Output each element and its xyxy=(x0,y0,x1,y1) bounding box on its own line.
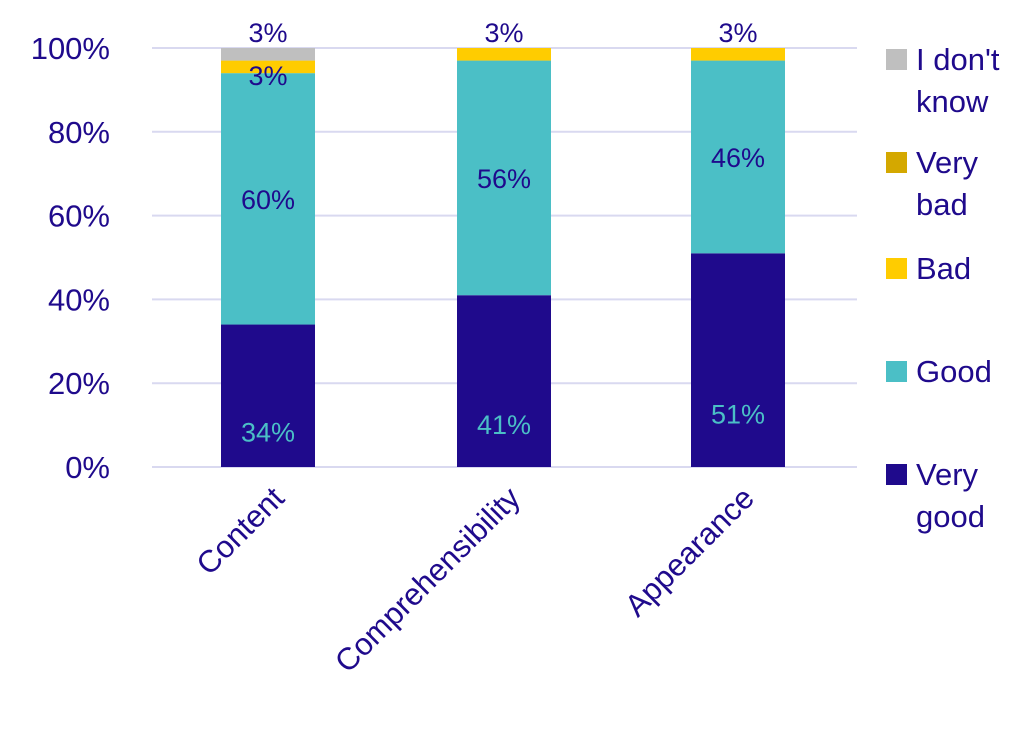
data-label: 3% xyxy=(248,18,287,48)
bar-segment xyxy=(457,48,551,61)
bar-segment xyxy=(221,48,315,61)
bar-segment xyxy=(221,73,315,325)
data-label: 3% xyxy=(718,18,757,48)
legend-label: good xyxy=(916,499,985,534)
bar-segment xyxy=(457,295,551,467)
x-category-label: Content xyxy=(189,480,291,582)
legend-label: I don't xyxy=(916,42,1000,77)
legend-label: Very xyxy=(916,145,979,180)
legend-label: Bad xyxy=(916,251,971,286)
data-label: 3% xyxy=(248,61,287,91)
y-tick-label: 0% xyxy=(65,450,110,485)
legend-swatch xyxy=(886,464,907,485)
data-label: 51% xyxy=(711,400,765,430)
bar-segment xyxy=(221,60,315,74)
legend-swatch xyxy=(886,49,907,70)
legend-label: Good xyxy=(916,354,992,389)
bar-segment xyxy=(457,60,551,296)
legend-label: Very xyxy=(916,457,979,492)
y-tick-label: 60% xyxy=(48,199,110,234)
legend-swatch xyxy=(886,152,907,173)
legend-label: bad xyxy=(916,187,968,222)
data-label: 41% xyxy=(477,410,531,440)
y-tick-label: 40% xyxy=(48,282,110,317)
data-label: 56% xyxy=(477,164,531,194)
legend-swatch xyxy=(886,361,907,382)
y-tick-label: 80% xyxy=(48,115,110,150)
x-category-label: Comprehensibility xyxy=(328,480,527,679)
legend-label: know xyxy=(916,84,989,119)
x-category-label: Appearance xyxy=(618,480,761,623)
legend-swatch xyxy=(886,258,907,279)
data-label: 60% xyxy=(241,185,295,215)
data-label: 46% xyxy=(711,143,765,173)
y-tick-label: 20% xyxy=(48,366,110,401)
bar-segment xyxy=(221,324,315,467)
data-label: 3% xyxy=(484,18,523,48)
bar-segment xyxy=(691,48,785,61)
data-label: 34% xyxy=(241,417,295,447)
bar-segment xyxy=(691,60,785,254)
bar-segment xyxy=(691,253,785,467)
y-tick-label: 100% xyxy=(31,31,110,66)
